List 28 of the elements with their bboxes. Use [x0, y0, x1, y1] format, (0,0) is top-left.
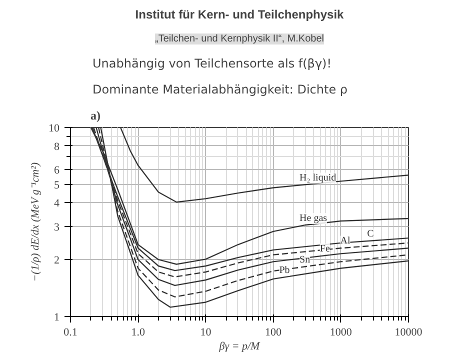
y-tick-label: 5 — [54, 179, 60, 192]
y-tick-label: 2 — [54, 254, 60, 267]
y-tick-label: 1 — [54, 312, 60, 324]
x-tick-label: 1.0 — [131, 326, 146, 338]
y-tick-label: 8 — [54, 140, 60, 153]
series-label: Pb — [279, 265, 290, 276]
y-tick-label: 6 — [54, 164, 60, 176]
series-label: Fe — [320, 243, 330, 254]
text: a) — [90, 108, 100, 122]
y-axis-title: −(1/ρ) dE/dx (MeV g⁻¹cm²) — [30, 162, 42, 282]
x-tick-label: 1000 — [330, 326, 352, 338]
y-tick-label: 10 — [48, 122, 60, 134]
series-label: Sn — [300, 254, 310, 266]
series-label: He gas — [300, 212, 328, 224]
x-tick-label: 10 — [200, 326, 212, 338]
x-tick-label: 100 — [265, 326, 282, 338]
y-tick-label: 3 — [54, 221, 60, 234]
x-tick-label: 10000 — [394, 326, 423, 338]
x-axis-title: βγ = p/M — [218, 340, 261, 352]
chart-subtitle: „Teilchen- und Kernphysik II“, M.Kobel — [155, 34, 324, 44]
series-label: Al — [340, 236, 350, 247]
chart-title: Institut für Kern- und Teilchenphysik — [135, 8, 344, 22]
series-label: C — [367, 228, 374, 240]
y-tick-label: 4 — [54, 198, 60, 210]
series-label: H₂ liquid — [300, 172, 336, 184]
text: Dominante Materialabhängigkeit: Dichte ρ — [92, 82, 348, 96]
x-tick-label: 0.1 — [64, 326, 78, 338]
text: Unabhängig von Teilchensorte als f(βγ)! — [92, 56, 332, 70]
